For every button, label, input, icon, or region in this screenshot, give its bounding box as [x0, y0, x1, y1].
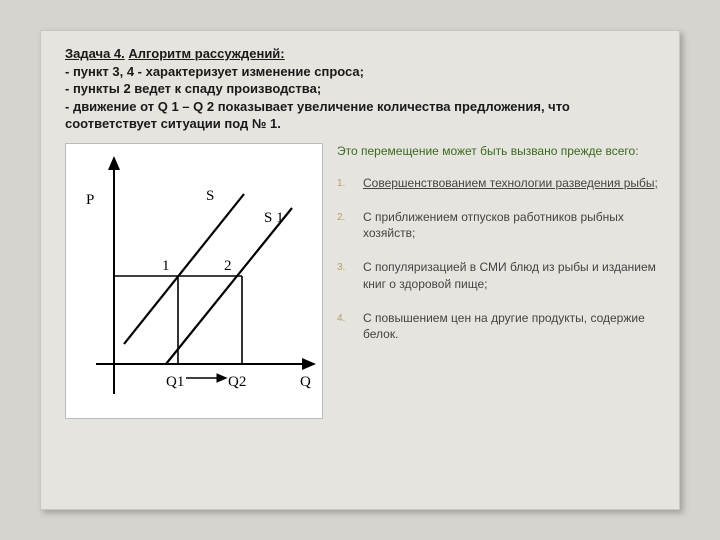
heading-block: Задача 4. Алгоритм рассуждений: - пункт …: [65, 45, 659, 133]
heading-line-1: - пункт 3, 4 - характеризует изменение с…: [65, 64, 364, 79]
option-number: 4.: [337, 310, 351, 342]
option-text: С популяризацией в СМИ блюд из рыбы и из…: [363, 259, 659, 291]
right-column: Это перемещение может быть вызвано прежд…: [337, 143, 659, 419]
algorithm-title: Алгоритм рассуждений:: [128, 46, 284, 61]
content-row: P Q S S 1 Q1 Q2 1 2 Это перемещение может быть …: [65, 143, 659, 419]
slide-card: Задача 4. Алгоритм рассуждений: - пункт …: [40, 30, 680, 510]
supply-chart: P Q S S 1 Q1 Q2 1 2: [65, 143, 323, 419]
svg-text:2: 2: [224, 258, 232, 274]
option-text: С повышением цен на другие продукты, сод…: [363, 310, 659, 342]
heading-line-3: - движение от Q 1 – Q 2 показывает увели…: [65, 99, 570, 132]
svg-text:Q1: Q1: [166, 374, 184, 390]
chart-svg: P Q S S 1 Q1 Q2 1 2: [66, 144, 324, 420]
svg-text:Q: Q: [300, 374, 311, 390]
task-title: Задача 4.: [65, 46, 125, 61]
heading-line-2: - пункты 2 ведет к спаду производства;: [65, 81, 321, 96]
svg-text:Q2: Q2: [228, 374, 246, 390]
option-item: 4. С повышением цен на другие продукты, с…: [337, 310, 659, 342]
options-list: 1. Совершенствованием технологии разведен…: [337, 175, 659, 342]
option-number: 1.: [337, 175, 351, 191]
intro-text: Это перемещение может быть вызвано прежд…: [337, 143, 659, 159]
option-number: 3.: [337, 259, 351, 291]
svg-text:S 1: S 1: [264, 210, 284, 226]
option-item: 3. С популяризацией в СМИ блюд из рыбы и …: [337, 259, 659, 291]
option-number: 2.: [337, 209, 351, 241]
option-text: Совершенствованием технологии разведения…: [363, 175, 659, 191]
option-item: 2. С приближением отпусков работников рыб…: [337, 209, 659, 241]
svg-text:S: S: [206, 188, 214, 204]
svg-text:P: P: [86, 192, 94, 208]
svg-text:1: 1: [162, 258, 170, 274]
option-item: 1. Совершенствованием технологии разведен…: [337, 175, 659, 191]
option-text: С приближением отпусков работников рыбны…: [363, 209, 659, 241]
